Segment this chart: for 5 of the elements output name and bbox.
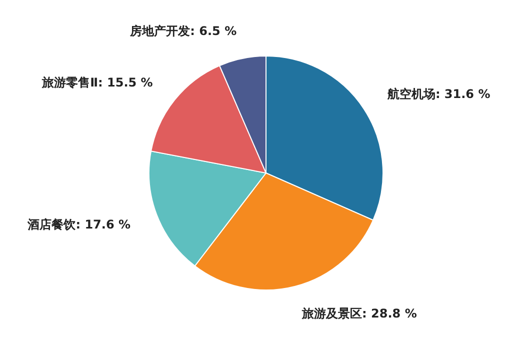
slice-label: 旅游零售Ⅱ: 15.5 % — [41, 75, 153, 90]
slice-label: 房地产开发: 6.5 % — [129, 24, 237, 38]
slice-label: 旅游及景区: 28.8 % — [301, 306, 417, 320]
slice-label: 酒店餐饮: 17.6 % — [26, 218, 131, 232]
slice-label: 航空机场: 31.6 % — [386, 86, 490, 101]
